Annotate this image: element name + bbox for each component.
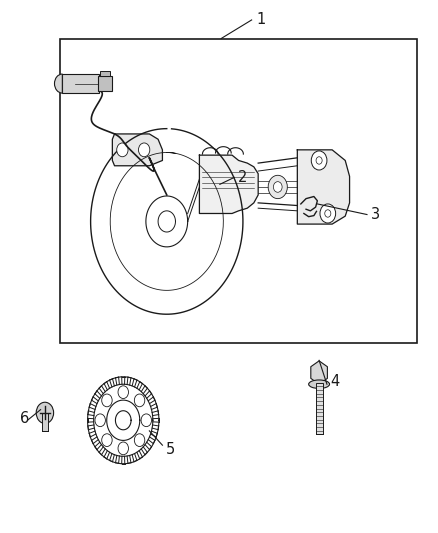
Circle shape [320,204,336,223]
Circle shape [117,143,128,157]
Circle shape [102,394,112,407]
Circle shape [118,442,128,455]
Circle shape [134,434,145,447]
Text: 5: 5 [166,442,175,457]
Polygon shape [113,134,162,166]
Circle shape [311,151,327,170]
Bar [60,38,417,343]
Text: 6: 6 [20,411,29,426]
Circle shape [134,394,145,407]
Text: 2: 2 [238,170,247,185]
Bar [99,76,112,91]
Bar [100,71,110,76]
Bar [42,413,48,431]
Circle shape [95,414,106,426]
Circle shape [316,157,322,164]
Bar [316,383,322,433]
Text: 4: 4 [330,374,339,389]
Circle shape [273,182,282,192]
Circle shape [36,402,53,423]
Circle shape [138,143,150,157]
Text: 1: 1 [257,12,266,27]
Circle shape [102,434,112,447]
Polygon shape [199,155,258,214]
Bar [62,74,99,93]
Polygon shape [297,150,350,224]
Text: 3: 3 [371,207,380,222]
Circle shape [141,414,152,426]
Circle shape [325,210,331,217]
Ellipse shape [309,380,329,389]
Wedge shape [54,74,62,93]
Circle shape [268,175,287,199]
Polygon shape [311,361,327,384]
Circle shape [118,386,128,399]
